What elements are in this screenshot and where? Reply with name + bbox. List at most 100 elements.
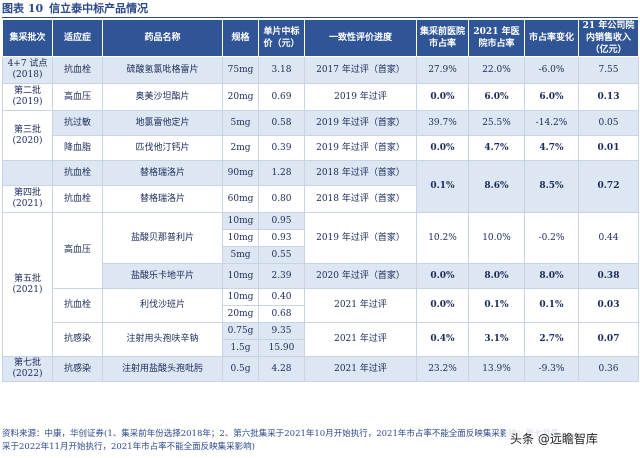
cell: 0.13	[578, 83, 639, 111]
col-indication: 适应症	[52, 19, 103, 57]
cell: 替格瑞洛片	[102, 160, 223, 186]
cell-batch	[2, 160, 53, 186]
bid-products-table: 集采批次 适应症 药品名称 规格 单片中标价（元） 一致性评价进度 集采前医院市…	[2, 19, 639, 382]
cell: 8.6%	[468, 160, 525, 213]
cell: 抗血栓	[52, 288, 103, 323]
cell: 高血压	[52, 212, 103, 289]
cell: 27.9%	[416, 56, 469, 84]
cell: 0.44	[578, 212, 639, 264]
table-header-row: 集采批次 适应症 药品名称 规格 单片中标价（元） 一致性评价进度 集采前医院市…	[2, 19, 639, 57]
cell: 0.5g	[222, 356, 259, 382]
cell: 15.90	[258, 339, 305, 357]
cell: 0.0%	[416, 263, 469, 289]
cell: 2019 年过评（首家）	[304, 135, 417, 161]
cell: 抗血栓	[52, 185, 103, 213]
cell-batch: 第五批(2021)	[2, 212, 53, 357]
cell: 0.0%	[416, 288, 469, 323]
cell: 2018 年过评（首家）	[304, 185, 417, 213]
cell: 5mg	[222, 110, 259, 136]
cell: 2019 年过评（首家）	[304, 212, 417, 264]
cell: 0.01	[578, 135, 639, 161]
cell: 抗血栓	[52, 160, 103, 186]
cell: 8.0%	[524, 263, 579, 289]
cell: 0.05	[578, 110, 639, 136]
col-price: 单片中标价（元）	[258, 19, 305, 57]
cell-batch: 第七批(2022)	[2, 356, 53, 382]
table-row: 抗血栓 替格瑞洛片 90mg 1.28 2018 年过评（首家） 0.1% 8.…	[2, 160, 639, 213]
cell: 0.95	[258, 212, 305, 230]
cell: 硫酸氢氯吡格雷片	[102, 56, 223, 84]
cell: 39.7%	[416, 110, 469, 136]
cell: 抗过敏	[52, 110, 103, 136]
cell: 20mg	[222, 305, 259, 323]
cell: 0.1%	[524, 288, 579, 323]
col-drug: 药品名称	[102, 19, 223, 57]
cell: 注射用头孢呋辛钠	[102, 322, 223, 357]
cell: 2020 年过评（首家）	[304, 263, 417, 289]
cell: 抗感染	[52, 322, 103, 357]
cell: 0.1%	[468, 288, 525, 323]
cell: 2019 年过评（首家）	[304, 110, 417, 136]
source-note: 资料来源：中康，华创证券(1、集采前年份选择2018年；2、第六批集采于2021…	[2, 429, 560, 452]
cell: 匹伐他汀钙片	[102, 135, 223, 161]
table-row: 第五批(2021) 高血压 盐酸贝那普利片 10mg 0.95 2019 年过评…	[2, 212, 639, 357]
cell: 地氯雷他定片	[102, 110, 223, 136]
figure-number: 图表 10	[2, 2, 44, 15]
cell: 2.39	[258, 263, 305, 289]
cell: 0.4%	[416, 322, 469, 357]
cell: 0.69	[258, 83, 305, 111]
table-row: 第三批(2020) 抗过敏 地氯雷他定片 5mg 0.58 2019 年过评（首…	[2, 110, 639, 161]
table-row: 第二批(2019) 高血压 奥美沙坦酯片 20mg 0.69 2019 年过评 …	[2, 83, 639, 111]
cell: 2018 年过评（首家）	[304, 160, 417, 186]
table-row: 20mg 0.68	[3, 305, 639, 323]
cell: 60mg	[222, 185, 259, 213]
cell: 2021 年过评	[304, 288, 417, 323]
cell: 0.38	[578, 263, 639, 289]
cell: 5mg	[222, 246, 259, 264]
col-batch: 集采批次	[2, 19, 53, 57]
cell: 0.58	[258, 110, 305, 136]
cell: -6.0%	[524, 56, 579, 84]
col-spec: 规格	[222, 19, 259, 57]
col-share-change: 市占率变化	[524, 19, 579, 57]
cell: 90mg	[222, 160, 259, 186]
cell: -0.2%	[524, 212, 579, 264]
cell: 0.36	[578, 356, 639, 382]
table-row: 5mg 0.55	[3, 246, 639, 264]
cell: 8.0%	[468, 263, 525, 289]
cell: 2.7%	[524, 322, 579, 357]
cell: 2019 年过评	[304, 83, 417, 111]
cell: 8.5%	[524, 160, 579, 213]
cell: 降血脂	[52, 135, 103, 161]
cell: 2021 年过评	[304, 356, 417, 382]
table-row: 降血脂 匹伐他汀钙片 2mg 0.39 2019 年过评（首家） 0.0% 4.…	[3, 135, 639, 161]
cell: 20mg	[222, 83, 259, 111]
cell: 抗感染	[52, 356, 103, 382]
cell: 0.93	[258, 229, 305, 247]
cell: -9.3%	[524, 356, 579, 382]
cell: 3.18	[258, 56, 305, 84]
cell: 23.2%	[416, 356, 469, 382]
col-consistency: 一致性评价进度	[304, 19, 417, 57]
cell-batch: 第二批(2019)	[2, 83, 53, 111]
cell-batch: 第四批(2021)	[2, 185, 53, 213]
cell: 0.03	[578, 288, 639, 323]
table-row: 4+7 试点(2018) 抗血栓 硫酸氢氯吡格雷片 75mg 3.18 2017…	[2, 56, 639, 84]
cell: 10.2%	[416, 212, 469, 264]
cell: 4.28	[258, 356, 305, 382]
cell: 2017 年过评（首家）	[304, 56, 417, 84]
col-revenue: 21 年公司院内销售收入（亿元）	[578, 19, 639, 57]
cell: 1.28	[258, 160, 305, 186]
figure-title: 图表 10 信立泰中标产品情况	[2, 1, 638, 18]
cell: 3.1%	[468, 322, 525, 357]
cell: 0.72	[578, 160, 639, 213]
cell: 抗血栓	[52, 56, 103, 84]
cell-batch: 第三批(2020)	[2, 110, 53, 161]
cell: 0.55	[258, 246, 305, 264]
cell: 奥美沙坦酯片	[102, 83, 223, 111]
cell: 10mg	[222, 229, 259, 247]
table-row: 抗血栓 利伐沙班片 10mg 0.40 2021 年过评 0.0% 0.1% 0…	[3, 288, 639, 323]
table-row: 盐酸乐卡地平片 10mg 2.39 2020 年过评（首家） 0.0% 8.0%…	[3, 263, 639, 289]
cell: 4.7%	[468, 135, 525, 161]
cell: 10mg	[222, 263, 259, 289]
